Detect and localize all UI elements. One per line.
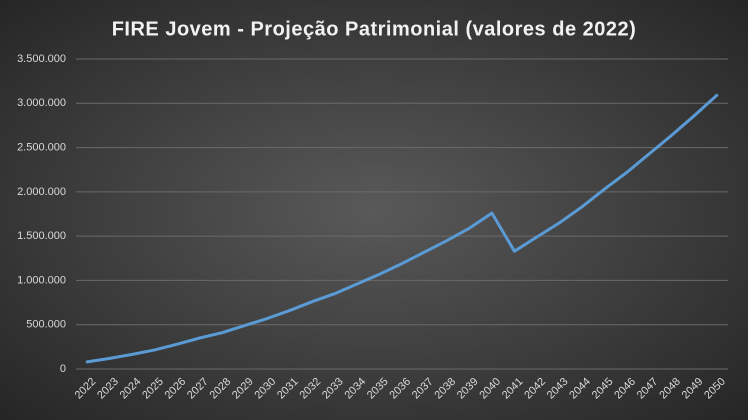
- y-tick-label: 2.000.000: [17, 186, 66, 198]
- y-tick-label: 1.000.000: [17, 274, 66, 286]
- line-series: [85, 93, 719, 364]
- chart-title: FIRE Jovem - Projeção Patrimonial (valor…: [112, 18, 637, 40]
- y-tick-label: 0: [60, 363, 66, 375]
- y-tick-label: 3.000.000: [17, 97, 66, 109]
- y-tick-label: 500.000: [26, 319, 66, 331]
- y-tick-label: 3.500.000: [17, 53, 66, 65]
- y-tick-label: 2.500.000: [17, 141, 66, 153]
- y-tick-label: 1.500.000: [17, 230, 66, 242]
